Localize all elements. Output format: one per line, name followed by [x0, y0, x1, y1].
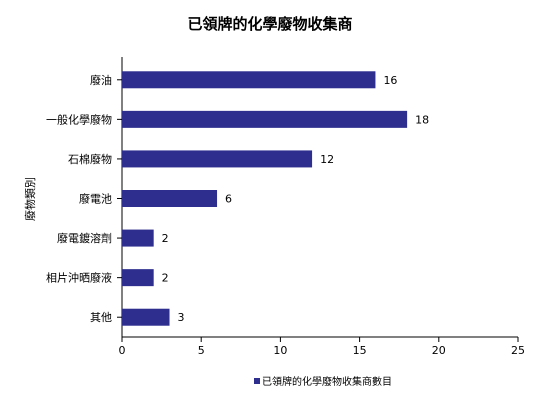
- legend-label: 已領牌的化學廢物收集商數目: [262, 375, 392, 388]
- y-axis-label: 廢物類別: [23, 177, 37, 221]
- x-tick-label: 0: [119, 344, 126, 357]
- data-label: 6: [225, 193, 232, 206]
- x-tick-label: 25: [511, 344, 525, 357]
- category-label: 石棉廢物: [68, 152, 112, 166]
- bar: [122, 71, 376, 89]
- category-label: 廢電鍍溶劑: [57, 231, 112, 245]
- bar: [122, 110, 408, 128]
- x-tick-label: 20: [432, 344, 446, 357]
- x-tick-label: 10: [273, 344, 287, 357]
- data-label: 2: [162, 272, 169, 285]
- bar: [122, 229, 154, 247]
- legend-swatch: [254, 378, 260, 384]
- chart-title: 已領牌的化學廢物收集商: [187, 15, 352, 33]
- category-label: 廢油: [90, 73, 112, 87]
- bar: [122, 308, 170, 326]
- x-tick-label: 15: [353, 344, 367, 357]
- category-label: 廢電池: [79, 192, 112, 206]
- category-label: 一般化學廢物: [46, 112, 112, 126]
- bar: [122, 150, 313, 168]
- x-tick-label: 5: [198, 344, 205, 357]
- data-label: 12: [320, 153, 334, 166]
- data-label: 2: [162, 232, 169, 245]
- bar: [122, 269, 154, 287]
- category-label: 其他: [90, 311, 112, 324]
- data-label: 16: [383, 74, 397, 87]
- bar: [122, 190, 218, 207]
- data-label: 18: [415, 113, 429, 126]
- plot-area: 0 5 10 15 20 25 廢油 16 一般化學廢物 18 石棉廢物 12 廢電池 6 廢電鍍溶劑 2 相片…: [46, 57, 525, 357]
- legend: 已領牌的化學廢物收集商數目: [254, 375, 392, 388]
- category-label: 相片沖晒廢液: [46, 271, 112, 285]
- data-label: 3: [178, 311, 185, 324]
